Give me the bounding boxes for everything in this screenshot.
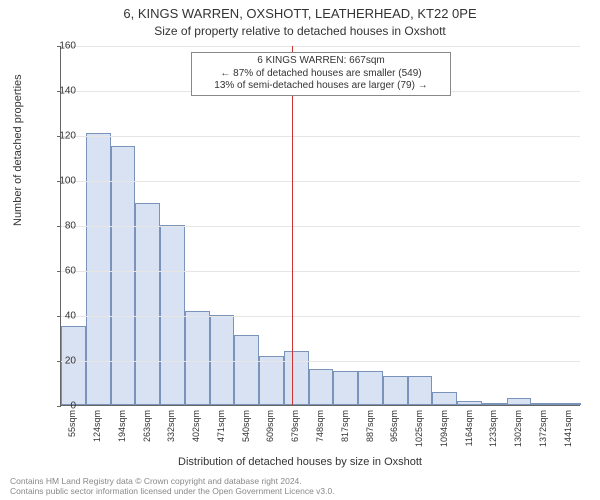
gridline bbox=[61, 316, 580, 317]
ytick-label: 60 bbox=[46, 266, 76, 277]
footer-line2: Contains public sector information licen… bbox=[10, 486, 335, 496]
histogram-bar bbox=[135, 203, 160, 406]
histogram-bar bbox=[408, 376, 433, 405]
xtick-label: 748sqm bbox=[315, 410, 325, 442]
histogram-bar bbox=[259, 356, 284, 406]
xtick-label: 402sqm bbox=[191, 410, 201, 442]
gridline bbox=[61, 226, 580, 227]
ytick-label: 140 bbox=[46, 86, 76, 97]
xtick-label: 956sqm bbox=[389, 410, 399, 442]
xtick-label: 609sqm bbox=[265, 410, 275, 442]
xtick-label: 1233sqm bbox=[488, 410, 498, 447]
histogram-bar bbox=[185, 311, 210, 406]
chart-title-line1: 6, KINGS WARREN, OXSHOTT, LEATHERHEAD, K… bbox=[0, 6, 600, 21]
histogram-bar bbox=[160, 225, 185, 405]
histogram-bar bbox=[309, 369, 334, 405]
gridline bbox=[61, 136, 580, 137]
xtick-label: 55sqm bbox=[67, 410, 77, 437]
chart-title-line2: Size of property relative to detached ho… bbox=[0, 24, 600, 38]
histogram-bar bbox=[333, 371, 358, 405]
xtick-label: 1372sqm bbox=[538, 410, 548, 447]
xtick-label: 540sqm bbox=[241, 410, 251, 442]
histogram-bar bbox=[111, 146, 136, 405]
annotation-line3: 13% of semi-detached houses are larger (… bbox=[196, 80, 446, 93]
xtick-label: 1094sqm bbox=[439, 410, 449, 447]
xtick-label: 1441sqm bbox=[563, 410, 573, 447]
histogram-bar bbox=[482, 403, 507, 405]
chart-container: 6, KINGS WARREN, OXSHOTT, LEATHERHEAD, K… bbox=[0, 0, 600, 500]
ytick-label: 80 bbox=[46, 221, 76, 232]
xtick-label: 124sqm bbox=[92, 410, 102, 442]
histogram-bar bbox=[383, 376, 408, 405]
histogram-bar bbox=[531, 403, 556, 405]
footer-line1: Contains HM Land Registry data © Crown c… bbox=[10, 476, 335, 486]
xtick-label: 1302sqm bbox=[513, 410, 523, 447]
annotation-line2: ← 87% of detached houses are smaller (54… bbox=[196, 68, 446, 81]
histogram-bar bbox=[284, 351, 309, 405]
xtick-label: 817sqm bbox=[340, 410, 350, 442]
xtick-label: 471sqm bbox=[216, 410, 226, 442]
xtick-label: 679sqm bbox=[290, 410, 300, 442]
xtick-label: 1164sqm bbox=[464, 410, 474, 446]
gridline bbox=[61, 181, 580, 182]
xtick-label: 194sqm bbox=[117, 410, 127, 442]
plot-area: 6 KINGS WARREN: 667sqm ← 87% of detached… bbox=[60, 46, 580, 406]
footer-text: Contains HM Land Registry data © Crown c… bbox=[10, 476, 335, 496]
histogram-bar bbox=[86, 133, 111, 405]
ytick-label: 40 bbox=[46, 311, 76, 322]
histogram-bar bbox=[210, 315, 235, 405]
ytick-label: 160 bbox=[46, 41, 76, 52]
histogram-bar bbox=[358, 371, 383, 405]
xtick-label: 1025sqm bbox=[414, 410, 424, 447]
marker-line bbox=[292, 46, 293, 405]
histogram-bar bbox=[432, 392, 457, 406]
xtick-label: 887sqm bbox=[365, 410, 375, 442]
y-axis-label: Number of detached properties bbox=[12, 74, 24, 226]
histogram-bar bbox=[234, 335, 259, 405]
ytick-label: 100 bbox=[46, 176, 76, 187]
gridline bbox=[61, 271, 580, 272]
ytick-label: 120 bbox=[46, 131, 76, 142]
gridline bbox=[61, 46, 580, 47]
x-axis-label: Distribution of detached houses by size … bbox=[0, 456, 600, 468]
annotation-box: 6 KINGS WARREN: 667sqm ← 87% of detached… bbox=[191, 52, 451, 96]
histogram-bar bbox=[556, 403, 581, 405]
histogram-bar bbox=[507, 398, 532, 405]
histogram-bar bbox=[457, 401, 482, 406]
xtick-label: 332sqm bbox=[166, 410, 176, 442]
xtick-label: 263sqm bbox=[142, 410, 152, 442]
gridline bbox=[61, 361, 580, 362]
ytick-label: 20 bbox=[46, 356, 76, 367]
annotation-line1: 6 KINGS WARREN: 667sqm bbox=[196, 55, 446, 68]
